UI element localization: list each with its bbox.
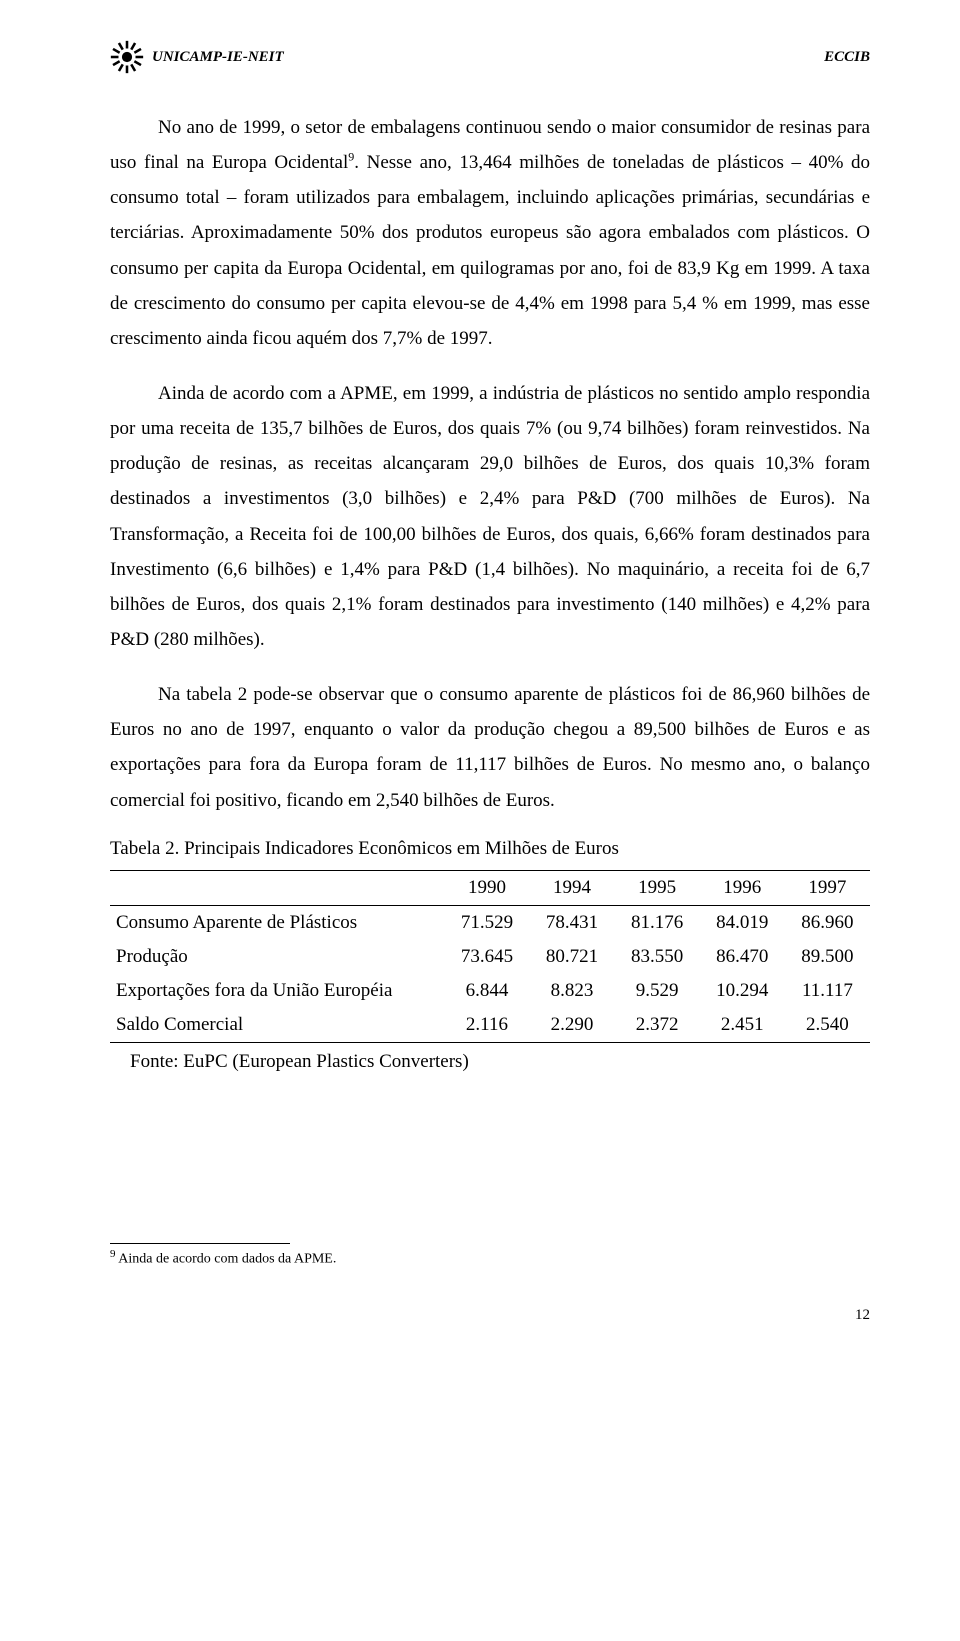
paragraph-3-text: Na tabela 2 pode-se observar que o consu… (110, 684, 870, 810)
table-cell: 86.960 (785, 905, 870, 940)
paragraph-3: Na tabela 2 pode-se observar que o consu… (110, 677, 870, 818)
page-container: UNICAMP-IE-NEIT ECCIB No ano de 1999, o … (0, 0, 960, 1384)
table-row: Saldo Comercial 2.116 2.290 2.372 2.451 … (110, 1008, 870, 1043)
table-row: Consumo Aparente de Plásticos 71.529 78.… (110, 905, 870, 940)
sunburst-logo-icon (110, 40, 144, 74)
table-caption: Tabela 2. Principais Indicadores Econômi… (110, 838, 870, 860)
table-cell: 83.550 (615, 940, 700, 974)
table-cell: 11.117 (785, 974, 870, 1008)
table-col-4: 1996 (700, 870, 785, 905)
table-col-1: 1990 (444, 870, 529, 905)
table-cell: 73.645 (444, 940, 529, 974)
table-cell-label: Saldo Comercial (110, 1008, 444, 1043)
table-cell: 80.721 (530, 940, 615, 974)
table-cell-label: Exportações fora da União Européia (110, 974, 444, 1008)
table-cell: 2.290 (530, 1008, 615, 1043)
footnote-9: 9 Ainda de acordo com dados da APME. (110, 1248, 870, 1268)
header-right-text: ECCIB (824, 49, 870, 66)
table-cell: 2.451 (700, 1008, 785, 1043)
table-col-2: 1994 (530, 870, 615, 905)
table-cell: 2.372 (615, 1008, 700, 1043)
table-cell: 78.431 (530, 905, 615, 940)
paragraph-1b-text: . Nesse ano, 13,464 milhões de toneladas… (110, 152, 870, 349)
header-left: UNICAMP-IE-NEIT (110, 40, 284, 74)
table-cell: 86.470 (700, 940, 785, 974)
page-number: 12 (110, 1307, 870, 1324)
table-cell: 8.823 (530, 974, 615, 1008)
indicators-table: 1990 1994 1995 1996 1997 Consumo Aparent… (110, 870, 870, 1043)
table-cell-label: Consumo Aparente de Plásticos (110, 905, 444, 940)
table-cell: 9.529 (615, 974, 700, 1008)
table-col-0 (110, 870, 444, 905)
page-header: UNICAMP-IE-NEIT ECCIB (110, 40, 870, 74)
paragraph-1: No ano de 1999, o setor de embalagens co… (110, 110, 870, 356)
table-row: Produção 73.645 80.721 83.550 86.470 89.… (110, 940, 870, 974)
table-source: Fonte: EuPC (European Plastics Converter… (130, 1051, 870, 1073)
header-left-text: UNICAMP-IE-NEIT (152, 49, 284, 66)
table-cell: 2.540 (785, 1008, 870, 1043)
table-cell: 10.294 (700, 974, 785, 1008)
table-col-3: 1995 (615, 870, 700, 905)
footnote-text: Ainda de acordo com dados da APME. (116, 1251, 337, 1266)
table-cell: 2.116 (444, 1008, 529, 1043)
table-cell: 71.529 (444, 905, 529, 940)
table-row: Exportações fora da União Européia 6.844… (110, 974, 870, 1008)
table-col-5: 1997 (785, 870, 870, 905)
paragraph-2-text: Ainda de acordo com a APME, em 1999, a i… (110, 383, 870, 650)
table-cell: 6.844 (444, 974, 529, 1008)
footnote-separator (110, 1243, 290, 1244)
table-cell: 81.176 (615, 905, 700, 940)
table-header-row: 1990 1994 1995 1996 1997 (110, 870, 870, 905)
table-cell: 84.019 (700, 905, 785, 940)
table-cell: 89.500 (785, 940, 870, 974)
paragraph-2: Ainda de acordo com a APME, em 1999, a i… (110, 376, 870, 657)
table-cell-label: Produção (110, 940, 444, 974)
